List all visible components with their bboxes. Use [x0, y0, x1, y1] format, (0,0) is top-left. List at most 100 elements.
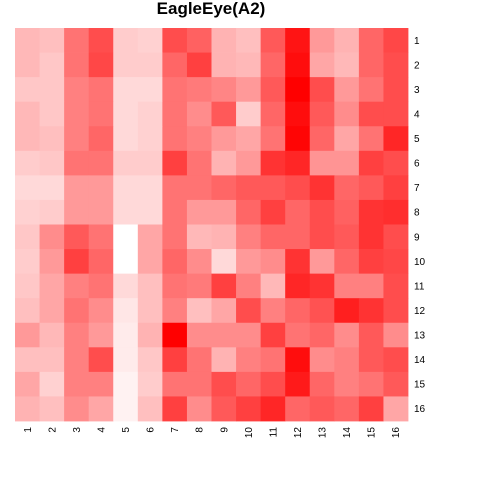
heatmap-cell: [359, 396, 384, 421]
heatmap-cell: [285, 372, 310, 397]
heatmap-cell: [162, 274, 187, 299]
heatmap-cell: [359, 175, 384, 200]
heatmap-cell: [162, 77, 187, 102]
heatmap-cell: [64, 175, 89, 200]
x-tick-label: 2: [47, 427, 58, 433]
heatmap-cell: [236, 396, 261, 421]
heatmap-cell: [334, 53, 359, 78]
x-tick-label: 14: [342, 427, 353, 439]
heatmap-cell: [285, 396, 310, 421]
heatmap-cell: [15, 200, 40, 225]
heatmap-cell: [113, 200, 138, 225]
heatmap-cell: [138, 396, 163, 421]
heatmap-cell: [40, 28, 65, 53]
heatmap-cell: [261, 298, 286, 323]
heatmap-cell: [236, 298, 261, 323]
heatmap-cell: [359, 77, 384, 102]
heatmap-cell: [310, 274, 335, 299]
x-tick-label: 1: [23, 427, 34, 433]
heatmap-cell: [334, 102, 359, 127]
heatmap-cell: [162, 396, 187, 421]
heatmap-cell: [162, 298, 187, 323]
heatmap-cell: [383, 102, 408, 127]
heatmap-cell: [261, 126, 286, 151]
heatmap-cell: [383, 323, 408, 348]
heatmap-cell: [15, 53, 40, 78]
heatmap-cell: [113, 396, 138, 421]
heatmap-cell: [383, 151, 408, 176]
heatmap-cell: [212, 200, 237, 225]
heatmap-cell: [89, 323, 114, 348]
heatmap-cell: [15, 28, 40, 53]
heatmap-cell: [162, 53, 187, 78]
y-tick-label: 5: [414, 134, 420, 145]
heatmap-cell: [138, 372, 163, 397]
heatmap-cell: [261, 28, 286, 53]
heatmap-cell: [113, 347, 138, 372]
heatmap-cell: [359, 298, 384, 323]
heatmap-cell: [15, 102, 40, 127]
heatmap-cell: [40, 396, 65, 421]
heatmap-cell: [162, 151, 187, 176]
heatmap-cell: [285, 175, 310, 200]
heatmap-cell: [236, 151, 261, 176]
heatmap-cell: [261, 102, 286, 127]
heatmap-cell: [261, 323, 286, 348]
heatmap-cell: [236, 323, 261, 348]
y-tick-label: 1: [414, 36, 420, 47]
heatmap-cell: [40, 274, 65, 299]
y-tick-label: 3: [414, 85, 420, 96]
heatmap-cell: [261, 77, 286, 102]
heatmap-cell: [383, 28, 408, 53]
heatmap-cell: [89, 274, 114, 299]
heatmap-cell: [162, 249, 187, 274]
heatmap-cell: [15, 175, 40, 200]
heatmap-cell: [236, 77, 261, 102]
heatmap-cell: [310, 151, 335, 176]
heatmap-cell: [40, 102, 65, 127]
heatmap-cell: [40, 53, 65, 78]
heatmap-cell: [138, 151, 163, 176]
heatmap-cell: [64, 249, 89, 274]
heatmap-cell: [334, 225, 359, 250]
heatmap-cell: [310, 200, 335, 225]
heatmap-cell: [40, 323, 65, 348]
heatmap-cell: [359, 53, 384, 78]
heatmap-cell: [187, 28, 212, 53]
heatmap-cell: [138, 347, 163, 372]
heatmap-cell: [113, 274, 138, 299]
heatmap-cell: [113, 151, 138, 176]
heatmap-cell: [383, 372, 408, 397]
y-tick-label: 4: [414, 109, 420, 120]
heatmap-cell: [15, 372, 40, 397]
heatmap-cell: [212, 28, 237, 53]
heatmap-cell: [89, 175, 114, 200]
y-tick-label: 13: [414, 331, 426, 342]
heatmap-cell: [383, 298, 408, 323]
heatmap-cell: [310, 396, 335, 421]
heatmap-cell: [212, 225, 237, 250]
heatmap-cell: [187, 347, 212, 372]
heatmap-cell: [285, 298, 310, 323]
heatmap-cell: [89, 126, 114, 151]
y-tick-label: 9: [414, 232, 420, 243]
heatmap-cell: [285, 28, 310, 53]
heatmap-cell: [236, 175, 261, 200]
heatmap-cell: [383, 175, 408, 200]
heatmap-cell: [89, 298, 114, 323]
heatmap-cell: [89, 249, 114, 274]
x-tick-label: 13: [318, 427, 329, 439]
heatmap-cell: [310, 249, 335, 274]
heatmap-cell: [383, 249, 408, 274]
y-tick-label: 16: [414, 404, 426, 415]
x-tick-label: 11: [268, 427, 279, 438]
heatmap-cell: [359, 372, 384, 397]
heatmap-cell: [187, 77, 212, 102]
heatmap-cell: [40, 372, 65, 397]
heatmap-cells: [15, 28, 408, 421]
heatmap-cell: [359, 274, 384, 299]
y-tick-label: 15: [414, 380, 426, 391]
heatmap-cell: [162, 28, 187, 53]
heatmap-cell: [310, 53, 335, 78]
heatmap-cell: [64, 102, 89, 127]
